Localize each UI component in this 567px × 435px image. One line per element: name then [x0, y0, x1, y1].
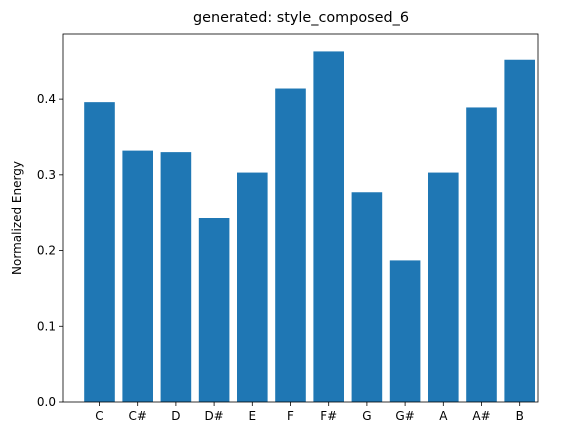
x-tick-label: A [439, 409, 448, 423]
x-tick-label: F [287, 409, 294, 423]
x-tick-label: D [171, 409, 180, 423]
x-tick-label: C [95, 409, 103, 423]
bar-d [160, 152, 192, 402]
y-tick-label: 0.3 [37, 168, 56, 182]
bar-a [428, 172, 459, 402]
bar-g-sharp [389, 260, 421, 402]
bar-d-sharp [198, 218, 230, 402]
bar-c-sharp [122, 150, 153, 402]
bar-b [504, 59, 535, 402]
bar-f-sharp [313, 51, 344, 402]
bar-g [351, 192, 383, 402]
x-tick-label: F# [320, 409, 337, 423]
x-tick-label: A# [472, 409, 490, 423]
y-axis-label: Normalized Energy [10, 161, 24, 275]
x-tick-label: G [362, 409, 371, 423]
y-tick-label: 0.1 [37, 319, 56, 333]
plot-frame [62, 33, 539, 403]
chart-title: generated: style_composed_6 [193, 10, 409, 26]
x-tick-label: E [249, 409, 257, 423]
x-tick-label: B [516, 409, 524, 423]
bar-f [275, 88, 306, 402]
x-ticks-group: C C# D D# E F F# G G# A A# B [95, 402, 524, 423]
y-tick-label: 0.0 [37, 395, 56, 409]
bar-a-sharp [466, 107, 497, 403]
y-ticks-group: 0.0 0.1 0.2 0.3 0.4 [37, 92, 63, 409]
bar-e [237, 172, 268, 402]
y-tick-label: 0.2 [37, 244, 56, 258]
x-tick-label: C# [128, 409, 146, 423]
bar-c [84, 102, 115, 403]
x-tick-label: D# [204, 409, 223, 423]
x-tick-label: G# [395, 409, 414, 423]
y-tick-label: 0.4 [37, 92, 56, 106]
bars-group [84, 51, 535, 403]
